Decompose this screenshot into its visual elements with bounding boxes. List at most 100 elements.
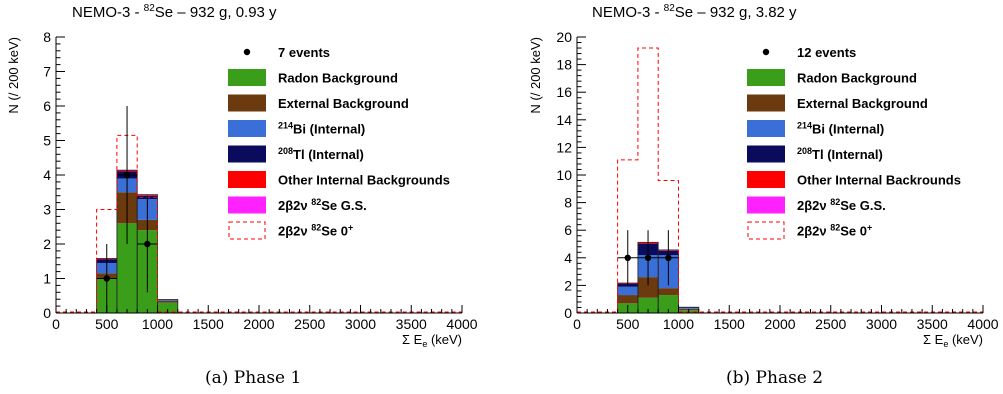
signal-0plus-histogram (577, 47, 983, 313)
x-tick-label: 3500 (396, 316, 427, 332)
legend-item-signal: 2β2ν 82Se 0+ (228, 221, 353, 240)
x-tick-label: 500 (616, 316, 640, 332)
y-tick-label: 3 (43, 202, 51, 218)
x-axis-label: Σ Ee (keV) (923, 332, 983, 349)
bar-radon-bin-4 (157, 302, 178, 313)
y-tick-label: 10 (556, 167, 572, 183)
legend-item-bi214: 214Bi (Internal) (747, 120, 884, 137)
legend-item-other: Other Internal Backrounds (747, 171, 961, 188)
x-tick-label: 4000 (446, 316, 477, 332)
x-tick-label: 500 (95, 316, 119, 332)
bar-bi214-bin-1 (617, 286, 638, 296)
legend-label-other: Other Internal Backrounds (797, 173, 961, 188)
legend-label-points: 12 events (797, 45, 856, 60)
legend-swatch-bi214 (228, 120, 266, 137)
x-tick-label: 1500 (193, 316, 224, 332)
legend-label-bi214: 214Bi (Internal) (797, 121, 884, 137)
x-tick-label: 2000 (764, 316, 795, 332)
bar-external-bin-4 (157, 300, 178, 303)
y-tick-label: 0 (43, 305, 51, 321)
data-point-2 (644, 254, 652, 261)
x-tick-label: 3000 (866, 316, 897, 332)
legend-label-tl208: 208Tl (Internal) (278, 146, 364, 162)
legend-label-gs: 2β2ν 82Se G.S. (797, 197, 886, 213)
legend-item-points: 7 events (243, 45, 330, 60)
caption-phase-1: (a) Phase 1 (205, 368, 302, 388)
bar-external-bin-2 (637, 277, 659, 298)
legend-label-tl208: 208Tl (Internal) (797, 146, 883, 162)
legend-item-tl208: 208Tl (Internal) (747, 145, 883, 163)
y-tick-label: 2 (43, 236, 51, 252)
y-tick-label: 14 (556, 112, 572, 128)
legend-label-external: External Background (797, 96, 928, 111)
y-tick-label: 1 (43, 271, 51, 287)
y-tick-label: 18 (556, 57, 572, 73)
data-point-1 (624, 254, 631, 261)
y-tick-label: 2 (564, 277, 572, 293)
x-axis-label: Σ Ee (keV) (402, 332, 462, 349)
legend-swatch-radon (747, 69, 785, 86)
x-tick-label: 2000 (243, 316, 274, 332)
legend-swatch-signal (228, 221, 266, 240)
y-tick-label: 7 (43, 64, 51, 80)
legend-swatch-external (228, 94, 266, 112)
x-tick-label: 4000 (967, 316, 998, 332)
data-point-3 (144, 240, 151, 248)
bar-bi214-bin-4 (157, 299, 178, 301)
x-tick-label: 1000 (663, 316, 694, 332)
y-axis-label: N (/ 200 keV) (528, 37, 543, 114)
y-tick-label: 6 (564, 222, 572, 238)
x-tick-label: 1500 (714, 316, 745, 332)
data-point-1 (103, 275, 110, 282)
chart-panel-2: NEMO-3 - 82Se – 932 g, 3.82 y 0 500 1000 150… (528, 3, 999, 349)
bar-other-bin-3 (137, 195, 158, 196)
bar-bi214-bin-4 (678, 307, 699, 309)
legend-label-radon: Radon Background (278, 71, 398, 86)
y-tick-label: 5 (43, 133, 51, 149)
caption-phase-2: (b) Phase 2 (726, 368, 824, 388)
x-tick-label: 2500 (294, 316, 325, 332)
legend-swatch-external (747, 94, 785, 112)
legend-swatch-signal (747, 221, 785, 240)
x-tick-label: 0 (52, 316, 60, 332)
y-tick-label: 20 (556, 29, 572, 45)
chart-title: NEMO-3 - 82Se – 932 g, 3.82 y (592, 3, 797, 21)
chart-panel-1: NEMO-3 - 82Se – 932 g, 0.93 y0 500 1000 150… (6, 3, 478, 349)
legend-label-signal: 2β2ν 82Se 0+ (278, 223, 353, 239)
bar-radon-bin-2 (637, 297, 659, 313)
legend-item-external: External Background (228, 94, 409, 112)
legend-swatch-radon (228, 69, 266, 86)
y-tick-label: 4 (564, 250, 572, 266)
legend-marker-points (243, 48, 251, 56)
legend-item-radon: Radon Background (228, 69, 398, 86)
legend-item-radon: Radon Background (747, 69, 917, 86)
legend-marker-points (762, 48, 770, 56)
legend-item-gs: 2β2ν 82Se G.S. (228, 196, 367, 214)
x-tick-label: 3000 (345, 316, 376, 332)
bar-radon-bin-3 (658, 295, 679, 313)
legend-swatch-tl208 (747, 145, 785, 163)
bar-external-bin-1 (617, 295, 638, 304)
x-tick-label: 3500 (917, 316, 948, 332)
bar-external-bin-3 (658, 288, 679, 296)
y-tick-label: 8 (43, 29, 51, 45)
legend-item-external: External Background (747, 94, 928, 112)
legend-label-external: External Background (278, 96, 409, 111)
legend-swatch-gs (228, 196, 266, 214)
legend-label-other: Other Internal Backgrounds (278, 173, 450, 188)
x-tick-label: 0 (573, 316, 581, 332)
y-tick-label: 8 (564, 195, 572, 211)
data-point-2 (123, 171, 131, 179)
legend-swatch-other (747, 171, 785, 188)
legend-label-bi214: 214Bi (Internal) (278, 121, 365, 137)
x-tick-label: 2500 (815, 316, 846, 332)
legend-item-tl208: 208Tl (Internal) (228, 145, 364, 163)
y-tick-label: 12 (556, 139, 572, 155)
legend-item-signal: 2β2ν 82Se 0+ (747, 221, 872, 240)
y-tick-label: 0 (564, 305, 572, 321)
legend-swatch-tl208 (228, 145, 266, 163)
bar-radon-bin-2 (116, 223, 138, 313)
legend-item-points: 12 events (762, 45, 856, 60)
legend-item-other: Other Internal Backgrounds (228, 171, 450, 188)
